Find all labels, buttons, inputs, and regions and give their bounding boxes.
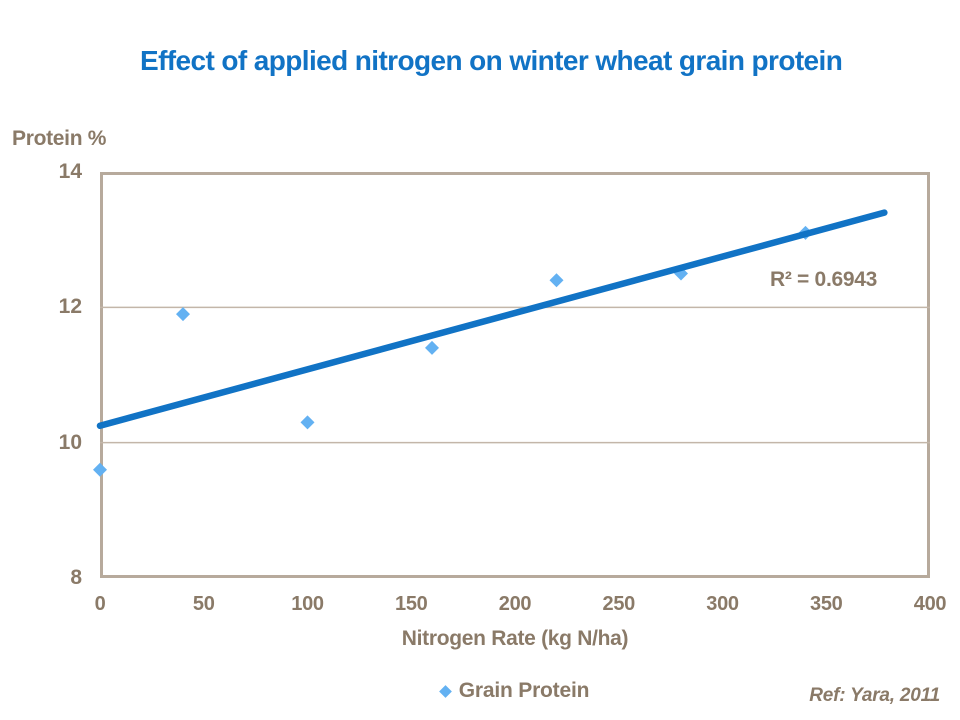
x-tick-label: 300 bbox=[706, 593, 739, 615]
r-squared-annotation: R² = 0.6943 bbox=[769, 268, 877, 291]
data-point bbox=[425, 340, 439, 355]
y-tick-label: 8 bbox=[70, 566, 82, 589]
legend-label: Grain Protein bbox=[458, 679, 590, 702]
data-point bbox=[93, 462, 107, 477]
y-tick-label: 12 bbox=[58, 295, 82, 319]
x-tick-label: 100 bbox=[291, 593, 324, 615]
legend: Grain Protein bbox=[100, 679, 930, 703]
data-point bbox=[549, 273, 564, 288]
trendline bbox=[96, 209, 888, 429]
data-point bbox=[176, 307, 190, 322]
reference-note: Ref: Yara, 2011 bbox=[809, 685, 940, 706]
plot-area: R² = 0.6943 bbox=[93, 172, 930, 578]
y-axis-title: Protein % bbox=[12, 127, 107, 150]
data-point bbox=[300, 415, 315, 430]
x-tick-label: 0 bbox=[94, 593, 106, 615]
x-tick-label: 400 bbox=[913, 593, 947, 615]
y-tick-label: 10 bbox=[58, 430, 82, 454]
y-tick-label: 14 bbox=[58, 160, 82, 183]
x-axis-title: Nitrogen Rate (kg N/ha) bbox=[401, 627, 629, 650]
x-tick-label: 350 bbox=[810, 593, 843, 615]
x-tick-label: 50 bbox=[192, 593, 215, 615]
x-tick-label: 250 bbox=[602, 593, 636, 615]
x-tick-label: 150 bbox=[395, 593, 428, 615]
chart-title: Effect of applied nitrogen on winter whe… bbox=[140, 45, 843, 76]
diamond-marker-icon bbox=[438, 684, 452, 698]
x-tick-label: 200 bbox=[498, 593, 532, 615]
scatter-chart bbox=[93, 209, 930, 477]
